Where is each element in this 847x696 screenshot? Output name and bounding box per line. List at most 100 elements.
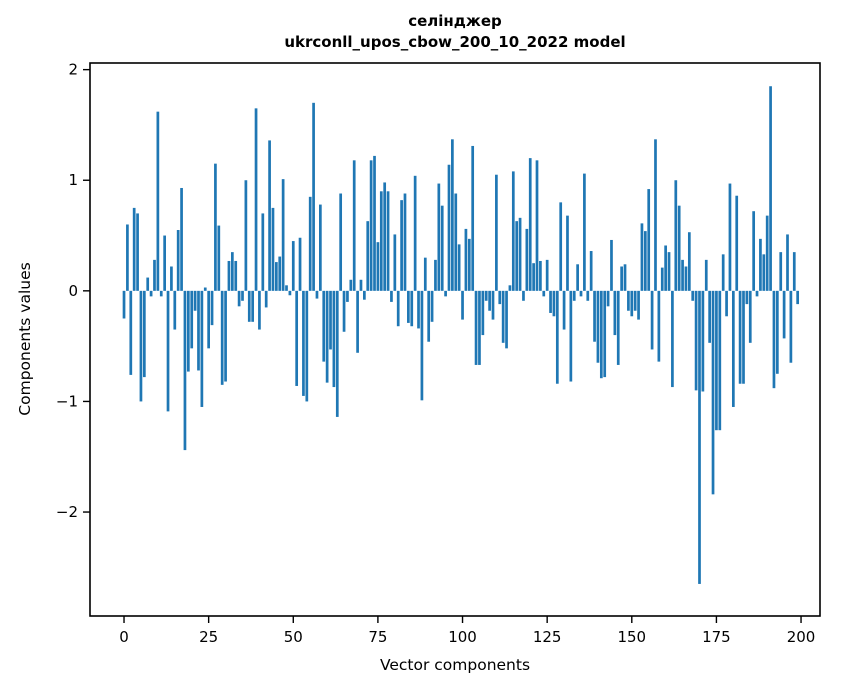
bar-109 [491,290,495,320]
x-tick-label: 50 [284,628,303,646]
bar-5 [139,290,143,402]
bar-30 [224,290,227,382]
bar-107 [484,290,488,301]
bar-88 [420,290,424,401]
bar-51 [295,290,299,386]
bar-82 [400,200,403,291]
y-tick-label: 2 [68,61,78,79]
bar-118 [522,290,525,301]
bar-196 [786,234,789,291]
bar-59 [322,290,326,362]
bar-87 [417,290,420,329]
bar-145 [613,290,617,336]
bar-150 [630,290,634,317]
bar-120 [528,158,532,291]
bar-27 [214,163,217,291]
bar-132 [569,290,573,382]
bar-144 [610,239,613,291]
bar-44 [271,207,275,291]
bar-101 [464,228,468,291]
bar-85 [410,290,414,327]
bar-86 [413,175,417,291]
bar-43 [268,140,271,291]
bar-71 [363,290,366,300]
chart-title-word: селінджер [408,12,502,30]
bar-182 [738,290,742,384]
bar-172 [704,259,708,291]
bar-52 [298,237,302,291]
bar-158 [657,290,661,362]
bar-77 [383,182,387,291]
bar-153 [640,223,644,291]
bar-171 [701,290,705,392]
bar-143 [606,290,610,307]
bar-47 [281,179,285,291]
x-tick-label: 125 [533,628,562,646]
bar-149 [627,290,630,311]
bar-170 [698,290,701,584]
bar-147 [620,266,623,291]
bar-183 [742,290,745,384]
y-tick-label: −2 [56,503,78,521]
bar-161 [667,252,671,291]
bar-139 [593,290,596,342]
bar-140 [596,290,600,363]
bar-63 [335,290,339,417]
bar-117 [518,217,522,291]
plot-border [89,62,821,617]
bar-62 [332,290,336,388]
bar-136 [583,173,586,291]
bar-152 [637,290,640,320]
bar-80 [393,234,397,291]
bar-60 [325,290,329,383]
y-tick-label: 1 [68,171,78,189]
x-axis: 0 25 50 75 100 125 150 175 200 [119,616,815,646]
bar-76 [379,191,383,291]
bar-166 [684,266,688,291]
bar-41 [261,213,265,291]
bar-129 [559,202,563,291]
bar-189 [762,254,766,291]
bar-57 [315,290,319,299]
bar-95 [444,290,447,297]
bar-54 [305,290,309,402]
x-tick-label: 25 [199,628,218,646]
bar-70 [359,279,363,291]
bar-21 [193,290,197,311]
bar-179 [728,183,732,291]
bar-11 [159,290,163,297]
bar-69 [356,290,359,353]
bar-169 [694,290,698,391]
bar-2 [129,290,133,375]
bar-39 [254,108,258,291]
bar-192 [772,290,776,389]
y-axis: 2 1 0 −1 −2 [56,61,90,521]
bar-13 [166,290,170,412]
bar-46 [278,256,282,291]
bar-190 [765,215,769,291]
bar-22 [197,290,200,371]
bar-49 [288,290,292,296]
bar-100 [461,290,464,320]
bar-65 [342,290,346,332]
bar-10 [156,111,160,291]
bar-181 [735,195,739,291]
bar-130 [562,290,566,330]
bar-105 [478,290,481,365]
bar-119 [525,228,529,291]
bar-168 [691,290,695,301]
bar-48 [285,285,288,291]
bar-146 [616,290,620,365]
bar-3 [132,207,136,291]
bar-112 [501,290,505,343]
bar-68 [352,160,356,291]
bar-45 [275,262,278,291]
bar-131 [566,215,569,291]
bar-92 [434,259,437,291]
bar-151 [633,290,637,311]
bar-58 [319,204,322,291]
bar-29 [220,290,224,385]
bar-15 [173,290,177,330]
bar-111 [498,290,502,305]
